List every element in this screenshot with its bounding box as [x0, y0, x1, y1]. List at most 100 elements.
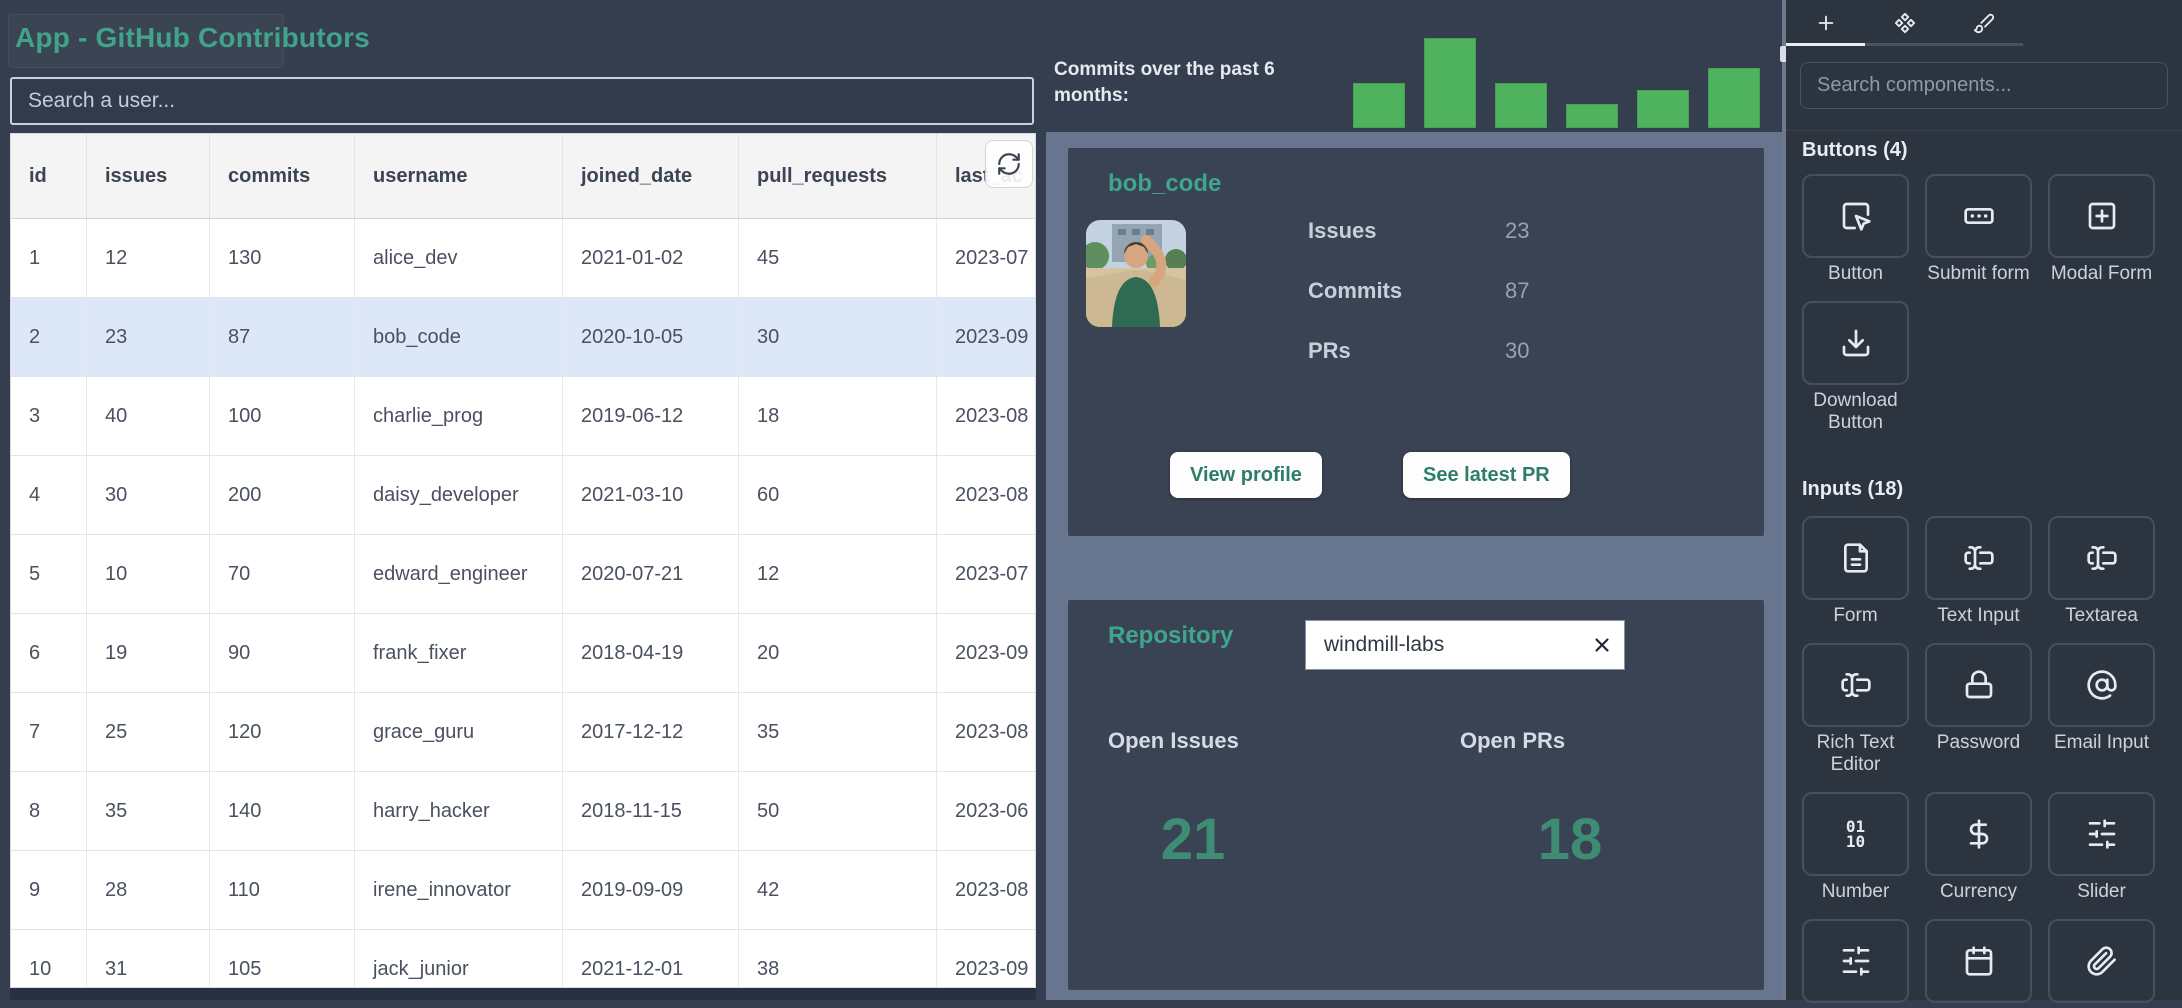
cell-pull-requests[interactable]: 50 [739, 772, 937, 850]
cell-issues[interactable]: 12 [87, 219, 210, 297]
component-tile-box[interactable] [1925, 792, 2032, 876]
cell-username[interactable]: bob_code [355, 298, 563, 376]
component-tile-box[interactable] [2048, 792, 2155, 876]
cell-issues[interactable]: 30 [87, 456, 210, 534]
table-row[interactable]: 7 25 120 grace_guru 2017-12-12 35 2023-0… [11, 693, 1035, 772]
cell-issues[interactable]: 28 [87, 851, 210, 929]
component-tile-box[interactable] [1925, 174, 2032, 258]
cell-username[interactable]: jack_junior [355, 930, 563, 987]
cell-pull-requests[interactable]: 20 [739, 614, 937, 692]
cell-id[interactable]: 7 [11, 693, 87, 771]
cell-pull-requests[interactable]: 35 [739, 693, 937, 771]
cell-last-active[interactable]: 2023-07 [955, 246, 1029, 269]
cell-commits[interactable]: 105 [210, 930, 355, 987]
cell-id[interactable]: 5 [11, 535, 87, 613]
cell-id[interactable]: 1 [11, 219, 87, 297]
component-tile-box[interactable] [2048, 174, 2155, 258]
panel-tab[interactable] [1944, 0, 2023, 46]
cell-last-active[interactable]: 2023-07 [955, 562, 1029, 585]
table-header-cell[interactable]: id [11, 134, 87, 218]
table-row[interactable]: 2 23 87 bob_code 2020-10-05 30 2023-09 [11, 298, 1035, 377]
cell-pull-requests[interactable]: 12 [739, 535, 937, 613]
component-tile[interactable]: Text Input [1925, 516, 2032, 627]
cell-commits[interactable]: 200 [210, 456, 355, 534]
cell-last-active[interactable]: 2023-09 [955, 641, 1029, 664]
cell-joined-date[interactable]: 2019-09-09 [563, 851, 739, 929]
user-card-button[interactable]: View profile [1170, 452, 1322, 498]
cell-issues[interactable]: 25 [87, 693, 210, 771]
cell-joined-date[interactable]: 2018-04-19 [563, 614, 739, 692]
cell-joined-date[interactable]: 2017-12-12 [563, 693, 739, 771]
cell-joined-date[interactable]: 2020-10-05 [563, 298, 739, 376]
cell-id[interactable]: 9 [11, 851, 87, 929]
table-row[interactable]: 8 35 140 harry_hacker 2018-11-15 50 2023… [11, 772, 1035, 851]
cell-pull-requests[interactable]: 60 [739, 456, 937, 534]
table-row[interactable]: 4 30 200 daisy_developer 2021-03-10 60 2… [11, 456, 1035, 535]
search-input[interactable] [10, 77, 1034, 125]
cell-id[interactable]: 2 [11, 298, 87, 376]
cell-joined-date[interactable]: 2021-12-01 [563, 930, 739, 987]
cell-commits[interactable]: 130 [210, 219, 355, 297]
cell-commits[interactable]: 120 [210, 693, 355, 771]
cell-commits[interactable]: 90 [210, 614, 355, 692]
table-header-cell[interactable]: joined_date [563, 134, 739, 218]
cell-last-active[interactable]: 2023-08 [955, 404, 1029, 427]
component-tile-box[interactable] [2048, 516, 2155, 600]
cell-last-active[interactable]: 2023-09 [955, 957, 1029, 980]
cell-last-active[interactable]: 2023-08 [955, 720, 1029, 743]
clear-input-icon[interactable] [1591, 634, 1613, 656]
table-header-cell[interactable]: issues [87, 134, 210, 218]
cell-id[interactable]: 4 [11, 456, 87, 534]
cell-id[interactable]: 6 [11, 614, 87, 692]
cell-username[interactable]: frank_fixer [355, 614, 563, 692]
cell-pull-requests[interactable]: 45 [739, 219, 937, 297]
cell-id[interactable]: 3 [11, 377, 87, 455]
repository-input[interactable] [1305, 620, 1625, 670]
component-tile[interactable] [1925, 919, 2032, 1008]
cell-joined-date[interactable]: 2020-07-21 [563, 535, 739, 613]
component-tile[interactable]: Email Input [2048, 643, 2155, 754]
cell-joined-date[interactable]: 2018-11-15 [563, 772, 739, 850]
component-tile[interactable]: Download Button [1802, 301, 1909, 434]
component-tile[interactable]: Slider [2048, 792, 2155, 903]
component-tile-box[interactable] [1802, 516, 1909, 600]
cell-id[interactable]: 8 [11, 772, 87, 850]
component-tile-box[interactable] [1802, 174, 1909, 258]
table-header-cell[interactable]: pull_requests [739, 134, 937, 218]
component-tile-box[interactable] [2048, 643, 2155, 727]
component-tile-box[interactable] [1925, 516, 2032, 600]
cell-username[interactable]: edward_engineer [355, 535, 563, 613]
table-row[interactable]: 10 31 105 jack_junior 2021-12-01 38 2023… [11, 930, 1035, 987]
component-tile[interactable]: Textarea [2048, 516, 2155, 627]
cell-issues[interactable]: 10 [87, 535, 210, 613]
table-row[interactable]: 9 28 110 irene_innovator 2019-09-09 42 2… [11, 851, 1035, 930]
component-tile[interactable] [2048, 919, 2155, 1008]
component-tile-box[interactable]: 01 10 [1802, 792, 1909, 876]
cell-joined-date[interactable]: 2021-01-02 [563, 219, 739, 297]
cell-commits[interactable]: 87 [210, 298, 355, 376]
component-tile[interactable]: Password [1925, 643, 2032, 754]
panel-resize-handle[interactable] [1780, 46, 1788, 62]
cell-issues[interactable]: 23 [87, 298, 210, 376]
cell-issues[interactable]: 40 [87, 377, 210, 455]
cell-pull-requests[interactable]: 18 [739, 377, 937, 455]
table-header-cell[interactable]: username [355, 134, 563, 218]
refresh-table-button[interactable] [985, 140, 1033, 188]
component-search-input[interactable] [1800, 62, 2168, 109]
table-row[interactable]: 3 40 100 charlie_prog 2019-06-12 18 2023… [11, 377, 1035, 456]
component-tile-box[interactable] [1802, 643, 1909, 727]
component-tile[interactable]: Button [1802, 174, 1909, 285]
cell-joined-date[interactable]: 2021-03-10 [563, 456, 739, 534]
panel-tab[interactable] [1786, 0, 1865, 46]
cell-username[interactable]: daisy_developer [355, 456, 563, 534]
cell-pull-requests[interactable]: 38 [739, 930, 937, 987]
cell-commits[interactable]: 70 [210, 535, 355, 613]
component-tile-box[interactable] [1802, 919, 1909, 1003]
cell-username[interactable]: grace_guru [355, 693, 563, 771]
component-tile[interactable]: Currency [1925, 792, 2032, 903]
cell-issues[interactable]: 19 [87, 614, 210, 692]
cell-last-active[interactable]: 2023-08 [955, 483, 1029, 506]
table-row[interactable]: 6 19 90 frank_fixer 2018-04-19 20 2023-0… [11, 614, 1035, 693]
cell-id[interactable]: 10 [11, 930, 87, 987]
cell-username[interactable]: alice_dev [355, 219, 563, 297]
